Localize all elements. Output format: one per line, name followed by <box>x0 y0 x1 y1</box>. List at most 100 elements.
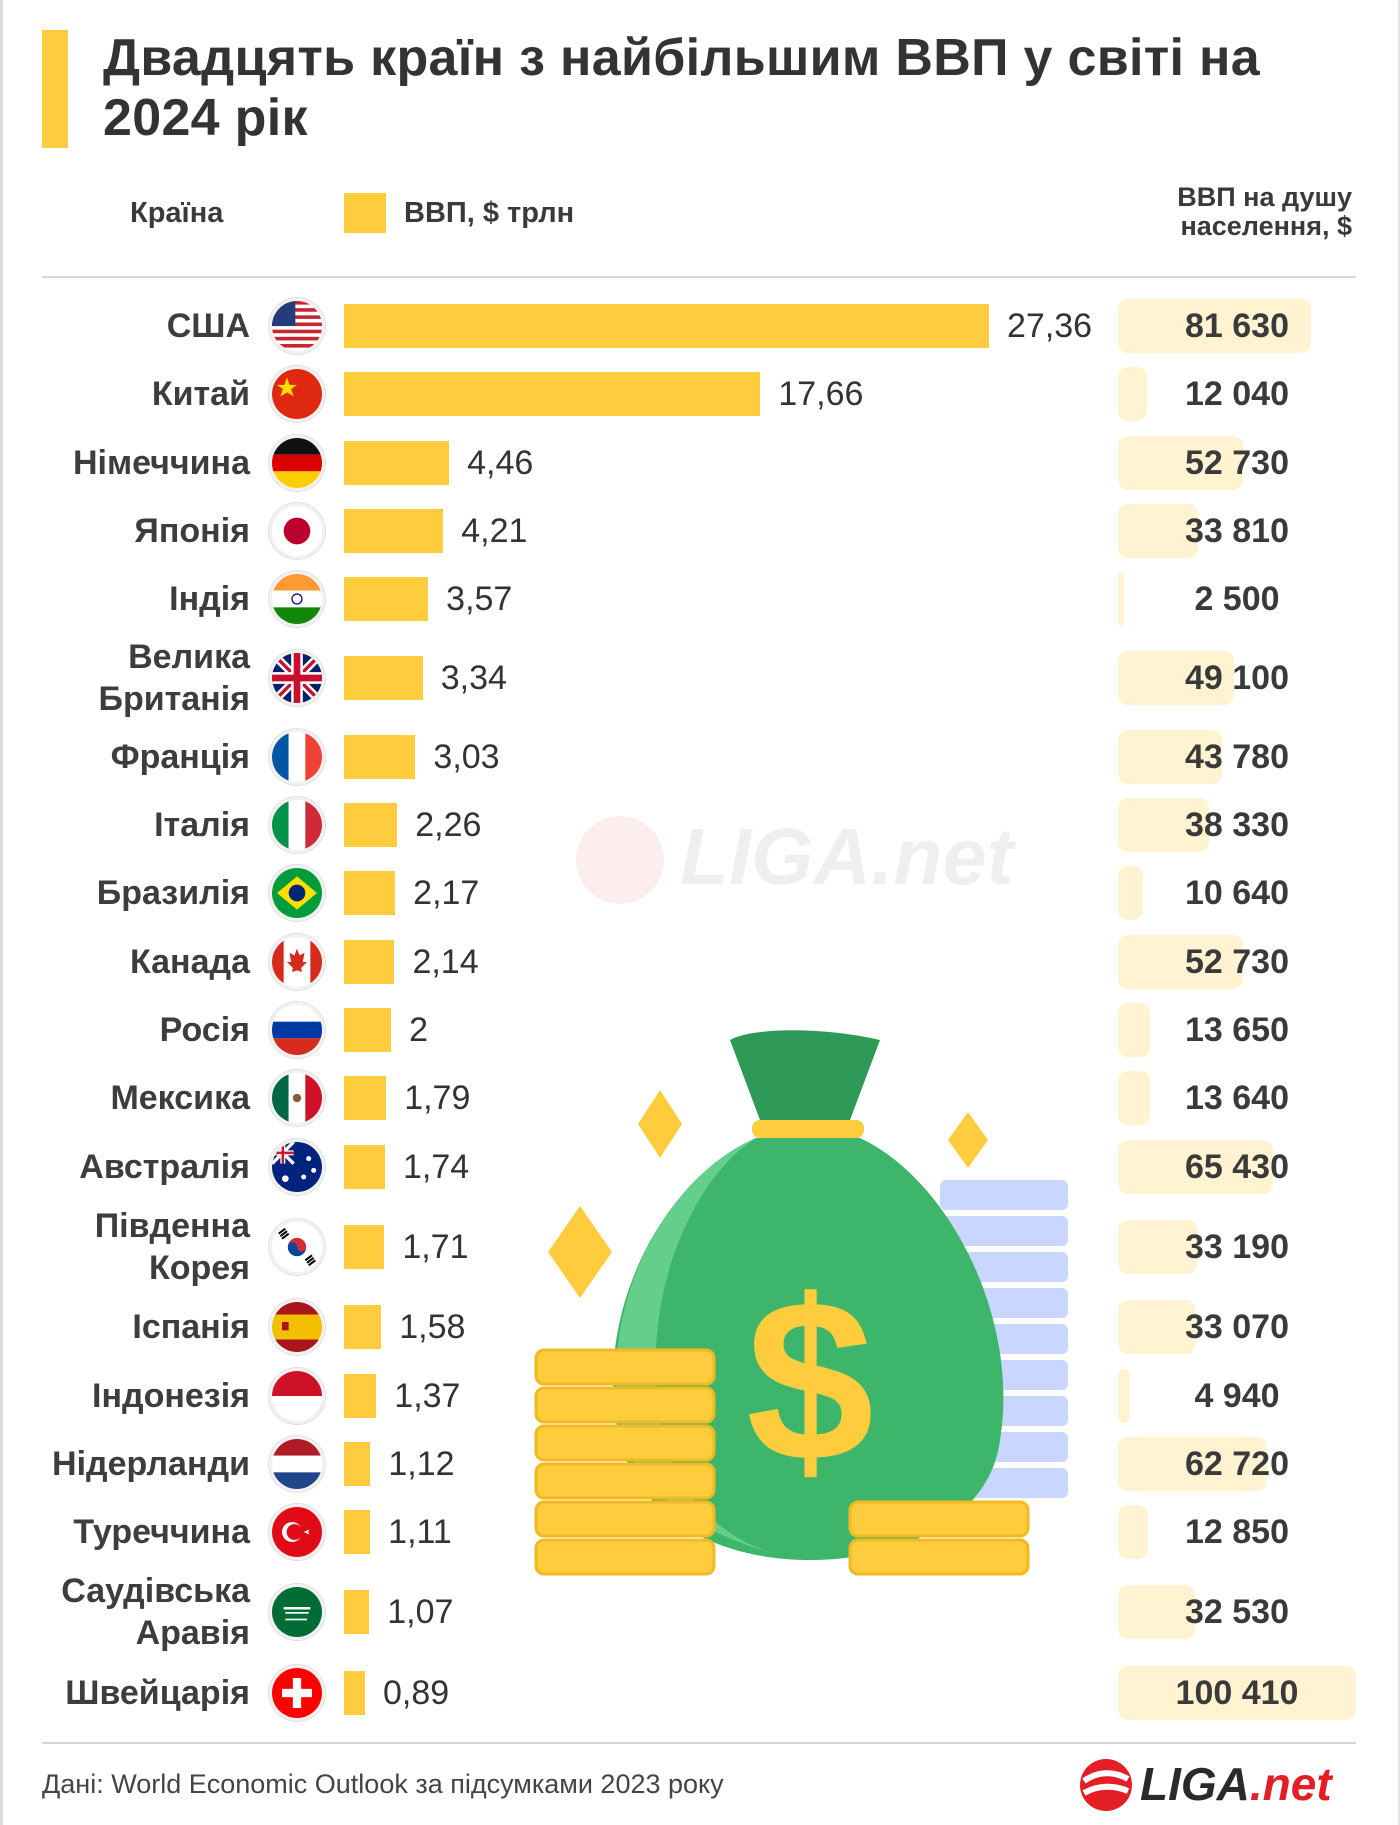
country-label-line: Індонезія <box>92 1377 250 1415</box>
country-label-line: Велика <box>128 638 250 676</box>
per-capita-bar <box>1118 1369 1130 1423</box>
per-capita-bar <box>1118 1003 1151 1057</box>
gdp-bar <box>344 441 450 485</box>
turkey-flag-icon <box>269 1504 325 1560</box>
country-label-text: Іспанія <box>132 1306 250 1348</box>
country-label: Бразилія <box>20 872 250 914</box>
per-capita-value-label: 13 640 <box>1185 1079 1289 1117</box>
gdp-bar <box>344 1305 382 1349</box>
country-label-line: Канада <box>129 943 250 981</box>
per-capita-header-line-1: ВВП на душу <box>1177 182 1352 212</box>
canada-flag-icon <box>269 934 325 990</box>
country-label-line: Нідерланди <box>52 1445 250 1483</box>
liga-logo[interactable]: LIGA.net <box>1078 1753 1368 1815</box>
country-label: Велика Британія <box>20 636 251 720</box>
country-label: Австралія <box>20 1146 250 1188</box>
gdp-value-label: 17,66 <box>778 375 864 413</box>
country-label-text: Канада <box>130 941 250 983</box>
gdp-bar <box>344 304 989 348</box>
gdp-value-label: 27,36 <box>1007 307 1093 345</box>
gdp-value-label: 1,07 <box>387 1593 454 1631</box>
gdp-value-label: 1,37 <box>394 1377 461 1415</box>
country-label: Японія <box>20 510 250 552</box>
country-label-line: Корея <box>148 1249 250 1287</box>
country-label: Мексика <box>20 1077 250 1119</box>
gdp-value-label: 0,89 <box>382 1674 450 1712</box>
country-label: Канада <box>20 941 250 983</box>
per-capita-bar <box>1118 1505 1149 1559</box>
country-label: Нідерланди <box>20 1443 250 1485</box>
liga-watermark-icon: LIGA.net <box>576 812 1017 904</box>
country-label-text: США <box>167 305 250 347</box>
japan-flag-icon <box>269 503 325 559</box>
per-capita-bar <box>1118 935 1243 989</box>
per-capita-value-label: 100 410 <box>1175 1674 1299 1712</box>
saudi-arabia-flag-icon <box>269 1584 325 1640</box>
per-capita-value-label: 32 530 <box>1185 1593 1289 1631</box>
per-capita-bar <box>1118 1071 1151 1125</box>
per-capita-value-label: 33 810 <box>1185 512 1289 550</box>
gdp-value-label: 3,34 <box>440 659 507 697</box>
country-label-text: Туреччина <box>73 1511 250 1553</box>
country-label-text: Австралія <box>79 1146 250 1188</box>
svg-text:LIGA.net: LIGA.net <box>680 812 1017 901</box>
country-label: Індія <box>20 578 250 620</box>
country-label-text: Франція <box>111 736 250 778</box>
header-divider <box>42 276 1356 278</box>
germany-flag-icon <box>269 435 325 491</box>
per-capita-header-line-2: населення, $ <box>1180 211 1352 241</box>
country-label-line: Японія <box>134 512 250 550</box>
source-note: Дані: World Economic Outlook за підсумка… <box>42 1769 724 1799</box>
chart-title: Двадцять країн з найбільшим ВВП у світі … <box>103 29 1260 147</box>
per-capita-value-label: 12 850 <box>1185 1513 1289 1551</box>
left-frame-border <box>0 0 3 1825</box>
country-label-text: Індія <box>169 578 250 620</box>
gdp-value-label: 3,57 <box>446 580 513 618</box>
country-label: Китай <box>20 373 250 415</box>
switzerland-flag-icon <box>269 1665 325 1721</box>
liga-logo-text: LIGA.net <box>1140 1759 1332 1809</box>
gdp-value-label: 1,58 <box>399 1308 466 1346</box>
per-capita-bar <box>1118 1585 1196 1639</box>
italy-flag-icon <box>269 797 325 853</box>
per-capita-bar <box>1118 866 1144 920</box>
gdp-value-label: 1,11 <box>388 1513 452 1551</box>
gdp-bar <box>344 940 395 984</box>
country-label-text: Італія <box>154 804 250 846</box>
country-label-line: Британія <box>98 680 251 718</box>
france-flag-icon <box>269 729 325 785</box>
gdp-bar <box>344 372 761 416</box>
us-flag-icon <box>269 298 325 354</box>
per-capita-value-label: 13 650 <box>1185 1011 1289 1049</box>
liga-logo-mark-icon <box>1080 1759 1132 1811</box>
south-korea-flag-icon <box>269 1219 325 1275</box>
country-label: Італія <box>20 804 250 846</box>
brazil-flag-icon <box>269 865 325 921</box>
per-capita-value-label: 81 630 <box>1185 307 1289 345</box>
gdp-bar <box>344 509 444 553</box>
country-label-line: Італія <box>154 806 250 844</box>
gdp-bar <box>344 656 423 700</box>
per-capita-value-label: 65 430 <box>1185 1148 1289 1186</box>
right-frame-border <box>1398 0 1400 1825</box>
indonesia-flag-icon <box>269 1368 325 1424</box>
australia-flag-icon <box>269 1139 325 1195</box>
per-capita-bar <box>1118 1437 1267 1491</box>
country-label: Росія <box>20 1009 250 1051</box>
per-capita-value-label: 43 780 <box>1185 738 1289 776</box>
per-capita-bar <box>1118 651 1235 705</box>
country-label-text: Саудівська Аравія <box>61 1570 250 1654</box>
uk-flag-icon <box>269 650 325 706</box>
gdp-value-label: 3,03 <box>433 738 500 776</box>
country-label-line: Туреччина <box>73 1513 250 1551</box>
country-label: Індонезія <box>20 1375 250 1417</box>
country-label-text: Німеччина <box>73 442 250 484</box>
country-label-line: Саудівська <box>61 1572 250 1610</box>
per-capita-value-label: 10 640 <box>1185 874 1289 912</box>
per-capita-bar <box>1118 1666 1356 1720</box>
gdp-value-label: 4,21 <box>461 512 528 550</box>
country-label-line: Китай <box>151 375 250 413</box>
gdp-value-label: 2,14 <box>412 943 479 981</box>
per-capita-value-label: 33 190 <box>1185 1228 1289 1266</box>
